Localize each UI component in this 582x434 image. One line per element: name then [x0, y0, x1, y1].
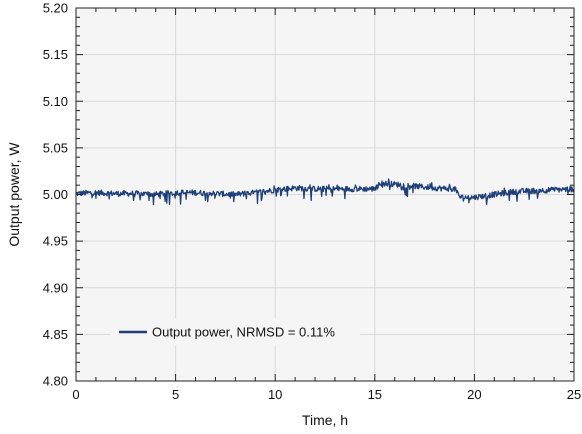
legend-box — [110, 318, 360, 346]
x-tick-label: 20 — [467, 387, 481, 402]
x-tick-label: 0 — [72, 387, 79, 402]
y-tick-label: 4.80 — [43, 374, 68, 389]
series-line — [75, 178, 575, 206]
legend: Output power, NRMSD = 0.11% — [110, 318, 360, 346]
y-tick-label: 4.85 — [43, 327, 68, 342]
x-tick-label: 10 — [268, 387, 282, 402]
y-tick-label: 5.05 — [43, 140, 68, 155]
x-axis-label: Time, h — [302, 412, 348, 428]
legend-label: Output power, NRMSD = 0.11% — [152, 325, 335, 340]
y-tick-label: 5.00 — [43, 187, 68, 202]
x-tick-label: 15 — [368, 387, 382, 402]
y-tick-label: 4.95 — [43, 234, 68, 249]
y-axis-label: Output power, W — [6, 142, 22, 247]
series-layer — [75, 178, 575, 206]
axis-ticks — [75, 7, 575, 382]
y-tick-label: 4.90 — [43, 280, 68, 295]
y-tick-label: 5.20 — [43, 1, 68, 16]
y-tick-label: 5.15 — [43, 47, 68, 62]
y-tick-label: 5.10 — [43, 94, 68, 109]
x-tick-label: 5 — [172, 387, 179, 402]
x-tick-label: 25 — [567, 387, 581, 402]
tick-labels: 0 5 10 15 20 25 4.80 4.85 4.90 4.95 5.00 5.05 5.10 5.… — [43, 1, 582, 403]
